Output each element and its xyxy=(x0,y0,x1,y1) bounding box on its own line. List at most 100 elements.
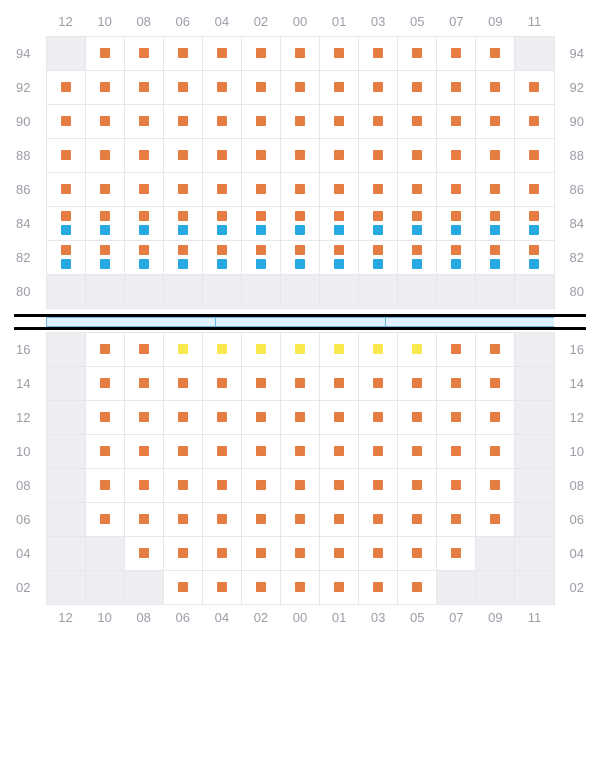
seat-cell[interactable] xyxy=(241,36,281,71)
seat-cell[interactable] xyxy=(124,36,164,71)
seat-marker[interactable] xyxy=(334,446,344,456)
seat-marker[interactable] xyxy=(529,225,539,235)
seat-cell[interactable] xyxy=(241,332,281,367)
seat-cell[interactable] xyxy=(319,536,359,571)
seat-cell[interactable] xyxy=(475,172,515,207)
seat-marker[interactable] xyxy=(451,514,461,524)
seat-cell[interactable] xyxy=(319,400,359,435)
seat-marker[interactable] xyxy=(217,514,227,524)
seat-cell[interactable] xyxy=(514,138,554,173)
seat-marker[interactable] xyxy=(217,116,227,126)
seat-marker[interactable] xyxy=(295,582,305,592)
seat-cell[interactable] xyxy=(475,70,515,105)
seat-cell[interactable] xyxy=(46,206,86,241)
seat-cell[interactable] xyxy=(475,206,515,241)
seat-cell[interactable] xyxy=(241,172,281,207)
seat-marker[interactable] xyxy=(451,48,461,58)
seat-marker[interactable] xyxy=(334,344,344,354)
seat-cell[interactable] xyxy=(397,468,437,503)
seat-cell[interactable] xyxy=(397,104,437,139)
seat-marker[interactable] xyxy=(61,259,71,269)
seat-cell[interactable] xyxy=(514,70,554,105)
seat-cell[interactable] xyxy=(397,536,437,571)
seat-cell[interactable] xyxy=(85,138,125,173)
seat-cell[interactable] xyxy=(436,366,476,401)
seat-cell[interactable] xyxy=(319,70,359,105)
seat-cell[interactable] xyxy=(397,366,437,401)
seat-cell[interactable] xyxy=(358,570,398,605)
seat-marker[interactable] xyxy=(217,150,227,160)
seat-cell[interactable] xyxy=(163,468,203,503)
seat-marker[interactable] xyxy=(100,82,110,92)
seat-marker[interactable] xyxy=(334,412,344,422)
seat-marker[interactable] xyxy=(139,116,149,126)
seat-marker[interactable] xyxy=(529,259,539,269)
seat-cell[interactable] xyxy=(397,332,437,367)
seat-marker[interactable] xyxy=(529,82,539,92)
seat-marker[interactable] xyxy=(490,150,500,160)
seat-cell[interactable] xyxy=(280,172,320,207)
seat-marker[interactable] xyxy=(490,446,500,456)
seat-marker[interactable] xyxy=(490,116,500,126)
seat-marker[interactable] xyxy=(217,225,227,235)
seat-cell[interactable] xyxy=(436,104,476,139)
seat-cell[interactable] xyxy=(319,104,359,139)
seat-marker[interactable] xyxy=(217,259,227,269)
seat-cell[interactable] xyxy=(163,434,203,469)
seat-marker[interactable] xyxy=(451,184,461,194)
seat-cell[interactable] xyxy=(46,240,86,275)
seat-marker[interactable] xyxy=(490,412,500,422)
seat-cell[interactable] xyxy=(202,400,242,435)
seat-cell[interactable] xyxy=(436,172,476,207)
seat-marker[interactable] xyxy=(490,82,500,92)
seat-marker[interactable] xyxy=(256,480,266,490)
seat-marker[interactable] xyxy=(100,245,110,255)
seat-cell[interactable] xyxy=(280,206,320,241)
seat-cell[interactable] xyxy=(319,502,359,537)
seat-marker[interactable] xyxy=(100,514,110,524)
seat-marker[interactable] xyxy=(451,412,461,422)
seat-cell[interactable] xyxy=(163,240,203,275)
seat-marker[interactable] xyxy=(373,259,383,269)
seat-marker[interactable] xyxy=(490,211,500,221)
seat-marker[interactable] xyxy=(334,548,344,558)
seat-cell[interactable] xyxy=(436,206,476,241)
seat-cell[interactable] xyxy=(319,468,359,503)
seat-cell[interactable] xyxy=(163,70,203,105)
seat-cell[interactable] xyxy=(397,172,437,207)
seat-marker[interactable] xyxy=(100,412,110,422)
seat-cell[interactable] xyxy=(202,172,242,207)
seat-cell[interactable] xyxy=(319,172,359,207)
seat-marker[interactable] xyxy=(295,211,305,221)
seat-cell[interactable] xyxy=(163,104,203,139)
seat-marker[interactable] xyxy=(100,116,110,126)
seat-cell[interactable] xyxy=(241,206,281,241)
seat-marker[interactable] xyxy=(139,412,149,422)
seat-marker[interactable] xyxy=(256,582,266,592)
seat-marker[interactable] xyxy=(139,446,149,456)
seat-cell[interactable] xyxy=(319,138,359,173)
seat-cell[interactable] xyxy=(436,240,476,275)
seat-marker[interactable] xyxy=(373,184,383,194)
seat-marker[interactable] xyxy=(178,582,188,592)
seat-cell[interactable] xyxy=(202,206,242,241)
seat-marker[interactable] xyxy=(412,412,422,422)
seat-marker[interactable] xyxy=(451,378,461,388)
seat-cell[interactable] xyxy=(358,366,398,401)
seat-marker[interactable] xyxy=(334,582,344,592)
seat-marker[interactable] xyxy=(295,184,305,194)
seat-marker[interactable] xyxy=(100,225,110,235)
seat-cell[interactable] xyxy=(280,400,320,435)
seat-marker[interactable] xyxy=(451,225,461,235)
seat-marker[interactable] xyxy=(412,48,422,58)
seat-cell[interactable] xyxy=(475,366,515,401)
seat-marker[interactable] xyxy=(256,48,266,58)
seat-marker[interactable] xyxy=(61,116,71,126)
seat-marker[interactable] xyxy=(334,480,344,490)
seat-cell[interactable] xyxy=(85,366,125,401)
seat-marker[interactable] xyxy=(490,514,500,524)
seat-marker[interactable] xyxy=(529,245,539,255)
seat-marker[interactable] xyxy=(529,211,539,221)
seat-marker[interactable] xyxy=(451,259,461,269)
seat-cell[interactable] xyxy=(202,434,242,469)
